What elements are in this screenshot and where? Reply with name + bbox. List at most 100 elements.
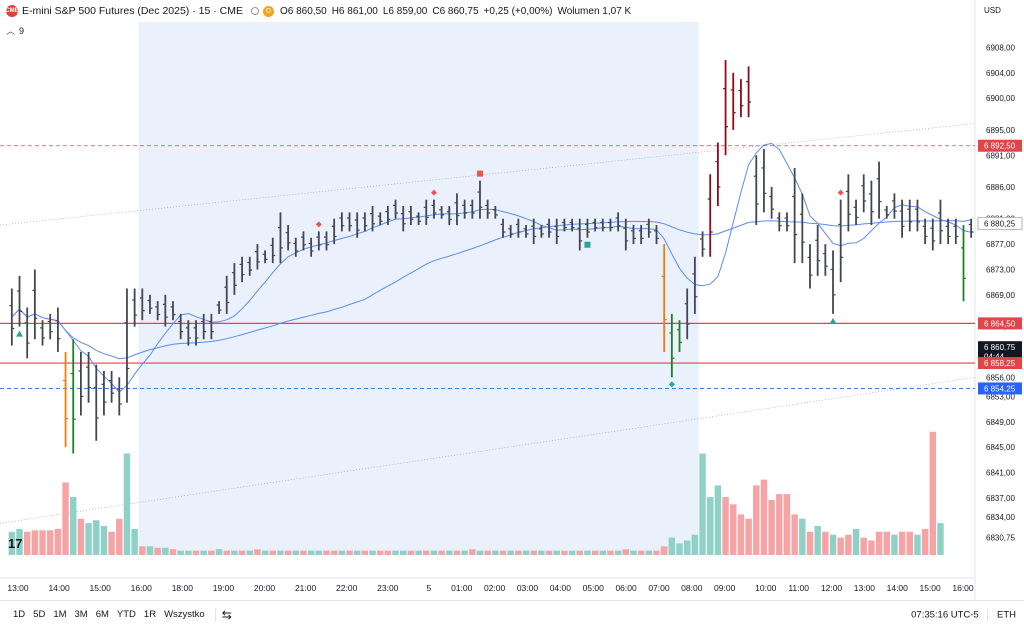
indicator-toggle[interactable]: ︿ 9 xyxy=(6,24,24,37)
volume-bar xyxy=(246,550,253,555)
x-tick-label: 14:00 xyxy=(48,583,70,593)
x-tick-label: 15:00 xyxy=(90,583,112,593)
bottom-toolbar: 1D 5D 1M 3M 6M YTD 1R Wszystko ⇆ 07:35:16 UTC-5… xyxy=(0,600,1024,628)
volume-bar xyxy=(108,531,115,555)
volume-bar xyxy=(177,550,184,555)
volume-bar xyxy=(292,550,300,555)
signal-square-marker xyxy=(476,170,483,177)
volume-bar xyxy=(783,494,791,555)
range-button-6m[interactable]: 6M xyxy=(95,609,109,620)
volume-bar xyxy=(660,546,668,555)
volume-bar xyxy=(338,550,346,555)
session-label[interactable]: ETH xyxy=(997,609,1016,621)
volume-bar xyxy=(330,550,338,555)
volume-bar xyxy=(31,530,39,555)
volume-bar xyxy=(139,546,146,555)
volume-bar xyxy=(438,550,445,555)
price-scale-badge xyxy=(978,341,1022,354)
moving-average-slow xyxy=(11,219,972,360)
x-tick-label: 14:00 xyxy=(887,583,909,593)
price-scale-badge-label: 6 880,25 xyxy=(984,219,1016,228)
volume-bar xyxy=(515,550,522,555)
currency-selector[interactable]: USD xyxy=(984,6,1001,15)
volume-bar xyxy=(630,550,637,555)
y-tick-label: 6895,00 xyxy=(986,126,1015,135)
volume-bar xyxy=(162,547,169,555)
range-button-5d[interactable]: 5D xyxy=(33,609,46,620)
range-button-ytd[interactable]: YTD xyxy=(116,609,136,620)
volume-bar xyxy=(231,550,238,555)
x-tick-label: 16:00 xyxy=(131,583,153,593)
y-tick-label: 6830,75 xyxy=(986,534,1015,543)
volume-bar xyxy=(584,550,591,555)
x-tick-label: 04:00 xyxy=(550,583,572,593)
volume-bar xyxy=(737,514,745,555)
range-button-1d[interactable]: 1D xyxy=(13,609,26,620)
volume-bar xyxy=(277,550,284,555)
volume-bar xyxy=(77,518,85,555)
volume-bar xyxy=(545,550,553,555)
ohlc-item: H6 861,00 xyxy=(331,5,378,17)
signal-square-marker xyxy=(584,241,591,248)
signal-diamond-marker xyxy=(837,189,844,196)
volume-bar xyxy=(845,534,852,555)
x-tick-label: 05:00 xyxy=(583,583,605,593)
volume-bar xyxy=(837,537,844,555)
volume-bar xyxy=(238,550,246,555)
volume-bar xyxy=(430,550,438,555)
volume-bar xyxy=(921,528,929,555)
volume-bar xyxy=(376,550,384,555)
volume-bar xyxy=(423,550,430,555)
y-tick-label: 6891,00 xyxy=(986,151,1015,160)
volume-bar xyxy=(146,546,154,555)
y-tick-label: 6900,00 xyxy=(986,94,1015,103)
x-tick-label: 18:00 xyxy=(172,583,194,593)
symbol-title[interactable]: E-mini S&P 500 Futures (Dec 2025) · 15 ·… xyxy=(22,5,243,17)
volume-bar xyxy=(123,453,131,555)
volume-bar xyxy=(699,453,706,555)
volume-bar xyxy=(538,550,545,555)
volume-bar xyxy=(806,531,814,555)
volume-bar xyxy=(23,531,31,555)
volume-bar xyxy=(407,550,415,555)
volume-bar xyxy=(200,550,207,555)
date-range-icon[interactable]: ⇆ xyxy=(221,607,232,622)
price-scale-badge xyxy=(978,139,1022,152)
range-button-1r[interactable]: 1R xyxy=(143,609,157,620)
volume-bar xyxy=(929,431,937,555)
volume-bar xyxy=(353,550,361,555)
volume-bar xyxy=(883,531,890,555)
volume-bar xyxy=(16,528,23,555)
delayed-data-badge[interactable]: D xyxy=(262,5,274,17)
x-tick-label: 08:00 xyxy=(681,583,703,593)
price-scale-badge xyxy=(978,382,1022,395)
volume-bar xyxy=(576,550,583,555)
price-chart[interactable]: 6908,00 6904,00 6900,00 6895,00 6891,00 6886,… xyxy=(0,0,1024,600)
range-button-1m[interactable]: 1M xyxy=(53,609,67,620)
ohlc-item: Wolumen 1,07 K xyxy=(557,5,632,17)
volume-bar xyxy=(131,528,138,555)
volume-bar xyxy=(384,550,392,555)
volume-bar xyxy=(868,540,875,555)
volume-bar xyxy=(499,550,507,555)
volume-bar xyxy=(62,482,69,555)
chart-legend: CME E-mini S&P 500 Futures (Dec 2025) · … xyxy=(0,0,975,22)
x-tick-label: 13:00 xyxy=(7,583,29,593)
volume-bar xyxy=(645,550,653,555)
volume-bar xyxy=(714,485,722,555)
volume-bar xyxy=(254,549,261,555)
x-tick-label: 21:00 xyxy=(295,583,317,593)
volume-bar xyxy=(361,550,369,555)
clock-display[interactable]: 07:35:16 UTC-5 ETH xyxy=(911,608,1016,621)
volume-bar xyxy=(814,526,821,555)
tradingview-logo[interactable]: 17 xyxy=(8,536,23,551)
volume-bar xyxy=(875,531,883,555)
trend-line-upper xyxy=(0,123,976,226)
range-button-3m[interactable]: 3M xyxy=(74,609,88,620)
volume-bar xyxy=(568,550,576,555)
price-scale-badge-label: 6 858,25 xyxy=(984,359,1016,368)
range-button-wszystko[interactable]: Wszystko xyxy=(164,609,205,620)
price-scale-badge xyxy=(978,317,1022,330)
volume-bar xyxy=(707,497,714,555)
price-scale-badge-label: 04:44 xyxy=(984,352,1005,361)
